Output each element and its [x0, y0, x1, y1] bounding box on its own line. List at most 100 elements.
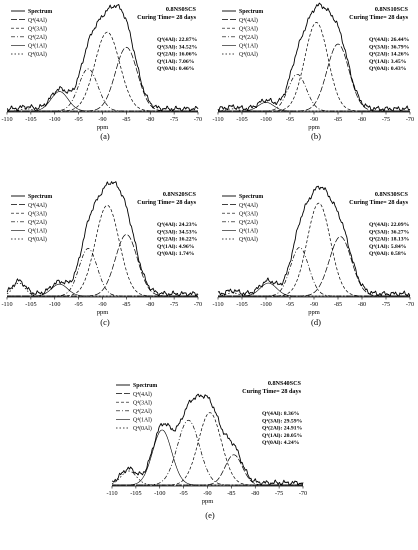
series-line-q4-1al	[218, 102, 410, 112]
curing-label: Curing Time= 28 days	[137, 199, 196, 206]
percent-annotation: Q⁴(3Al): 29.59%	[262, 417, 303, 424]
percent-annotation: Q⁴(2Al): 24.91%	[262, 425, 303, 432]
x-tick-label: -80	[251, 490, 259, 497]
legend-entry: Q⁴(1Al)	[28, 43, 47, 50]
x-tick-label: -100	[260, 116, 271, 123]
percent-annotation: Q⁴(3Al): 34.53%	[157, 228, 198, 235]
x-tick-label: -95	[286, 301, 294, 308]
legend-entry: Q⁴(3Al)	[28, 210, 47, 217]
x-tick-label: -80	[146, 116, 154, 123]
legend-entry: Q⁴(3Al)	[133, 399, 152, 406]
legend-entry: Q⁴(4Al)	[28, 202, 47, 209]
series-line-q4-0al	[217, 108, 410, 112]
legend-entry: Spectrum	[28, 194, 52, 200]
x-tick-label: -70	[194, 116, 202, 123]
panel-a: -110 -105 -100 -95 -90 -85 -80 -75 -70 ppm Spectru…	[1, 4, 202, 141]
x-tick-label: -100	[154, 490, 165, 497]
legend-entry: Q⁴(1Al)	[239, 228, 258, 235]
percent-annotation: Q⁴(3Al): 34.52%	[157, 43, 198, 50]
x-tick-label: -110	[212, 301, 223, 308]
curing-label: Curing Time= 28 days	[349, 14, 408, 21]
percent-annotation: Q⁴(2Al): 16.22%	[157, 236, 198, 243]
percent-annotation: Q⁴(3Al): 36.27%	[369, 228, 410, 235]
series-line-q4-0al	[6, 282, 198, 297]
x-tick-label: -105	[236, 301, 247, 308]
percent-annotation: Q⁴(0Al): 4.24%	[262, 439, 300, 446]
sample-label: 0.8NS10SCS	[375, 6, 409, 13]
x-tick-label: -70	[406, 301, 414, 308]
curing-label: Curing Time= 28 days	[242, 388, 301, 395]
x-tick-label: -80	[358, 301, 366, 308]
legend-entry: Q⁴(4Al)	[133, 391, 152, 398]
legend-entry: Q⁴(0Al)	[239, 51, 258, 58]
x-tick-label: -100	[49, 116, 60, 123]
x-tick-label: -85	[122, 301, 130, 308]
legend-entry: Q⁴(2Al)	[133, 408, 152, 415]
x-tick-label: -80	[146, 301, 154, 308]
x-tick-label: -75	[170, 301, 178, 308]
x-axis-label: ppm	[308, 309, 320, 316]
panel-label: (b)	[311, 131, 321, 141]
x-tick-label: -90	[310, 301, 318, 308]
x-tick-label: -110	[1, 301, 12, 308]
x-axis-label: ppm	[97, 124, 109, 131]
series-line-q4-2al	[218, 247, 410, 297]
x-axis-label: ppm	[202, 498, 214, 505]
percent-annotation: Q⁴(4Al): 22.87%	[157, 36, 198, 43]
x-tick-label: -110	[1, 116, 12, 123]
panel-label: (e)	[205, 510, 215, 520]
legend-entry: Q⁴(0Al)	[28, 236, 47, 243]
panel-e: -110 -105 -100 -95 -90 -85 -80 -75 -70 ppm Spectru…	[106, 380, 307, 520]
x-tick-label: -75	[382, 116, 390, 123]
series-line-spectrum	[6, 4, 199, 112]
x-tick-label: -90	[98, 116, 106, 123]
series-line-q4-0al	[217, 292, 410, 297]
series-line-q4-0al	[7, 108, 198, 112]
x-tick-label: -70	[406, 116, 414, 123]
percent-annotation: Q⁴(2Al): 16.06%	[157, 51, 198, 58]
x-tick-label: -85	[227, 490, 235, 497]
legend-entry: Q⁴(2Al)	[239, 219, 258, 226]
sample-label: 0.8NS30SCS	[375, 191, 409, 198]
x-tick-label: -75	[382, 301, 390, 308]
legend-entry: Q⁴(2Al)	[28, 219, 47, 226]
legend-entry: Q⁴(0Al)	[28, 51, 47, 58]
series-line-spectrum	[111, 393, 304, 486]
legend-entry: Q⁴(0Al)	[133, 425, 152, 432]
series-line-spectrum	[217, 185, 411, 297]
x-tick-label: -95	[180, 490, 188, 497]
x-tick-label: -105	[130, 490, 141, 497]
legend-entry: Q⁴(4Al)	[239, 202, 258, 209]
legend-entry: Q⁴(2Al)	[239, 34, 258, 41]
x-tick-label: -100	[260, 301, 271, 308]
percent-annotation: Q⁴(1Al): 7.06%	[157, 58, 195, 65]
legend-entry: Q⁴(4Al)	[28, 17, 47, 24]
x-tick-label: -105	[25, 116, 36, 123]
x-axis-label: ppm	[308, 124, 320, 131]
x-axis-label: ppm	[97, 309, 109, 316]
panel-label: (d)	[311, 317, 321, 327]
sample-label: 0.8NS20SCS	[163, 191, 197, 198]
percent-annotation: Q⁴(2Al): 18.13%	[369, 236, 410, 243]
legend-entry: Q⁴(1Al)	[133, 417, 152, 424]
x-tick-label: -85	[334, 116, 342, 123]
legend-entry: Q⁴(3Al)	[239, 210, 258, 217]
sample-label: 0.8NS0SCS	[166, 6, 197, 13]
panel-label: (a)	[100, 131, 110, 141]
sample-label: 0.8NS40SCS	[268, 380, 302, 387]
percent-annotation: Q⁴(1Al): 20.05%	[262, 432, 303, 439]
percent-annotation: Q⁴(1Al): 4.96%	[157, 243, 195, 250]
curing-label: Curing Time= 28 days	[349, 199, 408, 206]
percent-annotation: Q⁴(0Al): 0.46%	[157, 65, 195, 72]
series-line-spectrum	[6, 180, 199, 297]
legend-entry: Q⁴(1Al)	[239, 43, 258, 50]
percent-annotation: Q⁴(0Al): 0.58%	[369, 250, 407, 257]
panel-label: (c)	[100, 317, 110, 327]
x-tick-label: -110	[212, 116, 223, 123]
x-tick-label: -75	[170, 116, 178, 123]
legend-entry: Q⁴(3Al)	[239, 25, 258, 32]
x-tick-label: -95	[75, 301, 83, 308]
percent-annotation: Q⁴(4Al): 24.23%	[157, 221, 198, 228]
percent-annotation: Q⁴(1Al): 5.84%	[369, 243, 407, 250]
x-tick-label: -105	[25, 301, 36, 308]
